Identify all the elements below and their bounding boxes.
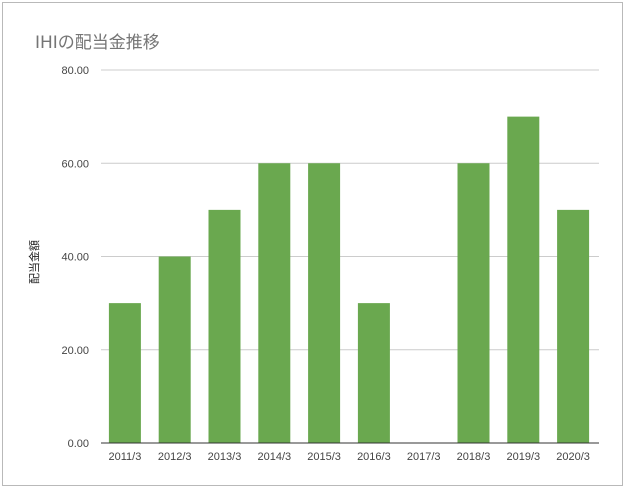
x-tick-label: 2020/3 bbox=[556, 451, 590, 463]
bar-2016-3 bbox=[357, 303, 390, 443]
x-tick-label: 2016/3 bbox=[357, 451, 391, 463]
x-axis-ticks: 2011/3 2012/3 2013/3 2014/3 2015/3 2016/3 2017… bbox=[108, 451, 589, 463]
x-tick-label: 2015/3 bbox=[307, 451, 341, 463]
bars bbox=[108, 116, 590, 443]
bar-2020-3 bbox=[557, 209, 590, 443]
bar-2015-3 bbox=[308, 163, 341, 443]
bar-2011-3 bbox=[108, 303, 141, 443]
x-tick-label: 2012/3 bbox=[158, 451, 192, 463]
x-tick-label: 2013/3 bbox=[208, 451, 242, 463]
y-axis-title: 配当金額 bbox=[27, 240, 41, 284]
chart-title: IHIの配当金推移 bbox=[35, 33, 160, 53]
bar-2018-3 bbox=[457, 163, 490, 443]
y-tick-label: 20.00 bbox=[61, 345, 89, 357]
bar-2019-3 bbox=[507, 116, 540, 443]
bar-2012-3 bbox=[158, 256, 191, 443]
x-tick-label: 2018/3 bbox=[457, 451, 491, 463]
y-tick-label: 40.00 bbox=[61, 252, 89, 264]
x-tick-label: 2017/3 bbox=[407, 451, 441, 463]
bar-2014-3 bbox=[258, 163, 291, 443]
y-tick-label: 0.00 bbox=[68, 438, 89, 450]
x-tick-label: 2014/3 bbox=[257, 451, 291, 463]
y-axis-ticks: 0.00 20.00 40.00 60.00 80.00 bbox=[61, 65, 89, 450]
x-tick-label: 2019/3 bbox=[506, 451, 540, 463]
y-tick-label: 60.00 bbox=[61, 158, 89, 170]
x-tick-label: 2011/3 bbox=[108, 451, 141, 463]
y-tick-label: 80.00 bbox=[61, 65, 89, 77]
bar-2013-3 bbox=[208, 209, 241, 443]
